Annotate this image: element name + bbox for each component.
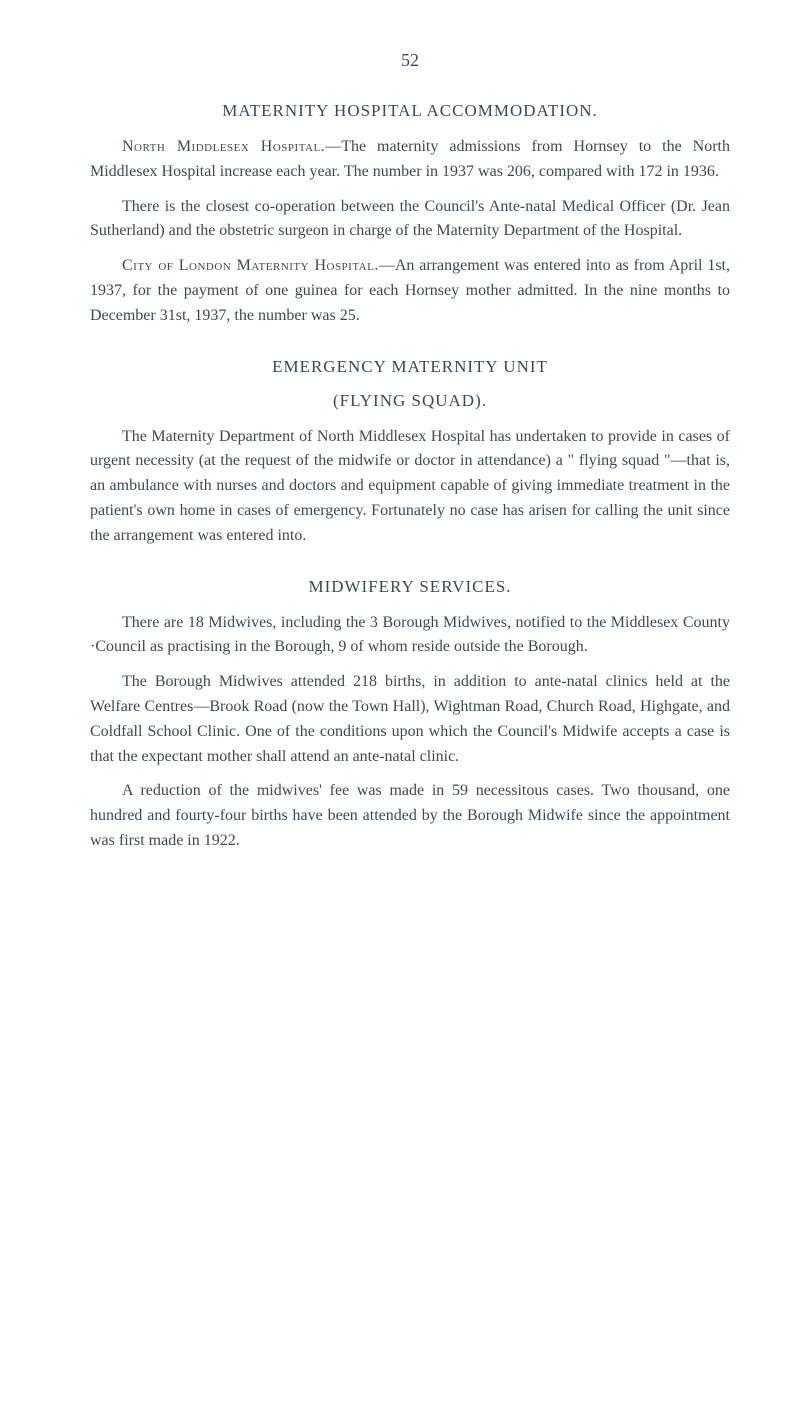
paragraph-text: A reduction of the midwives' fee was mad… bbox=[90, 782, 730, 849]
paragraph: North Middlesex Hospital.—The maternity … bbox=[90, 135, 730, 185]
section-heading: EMERGENCY MATERNITY UNIT bbox=[90, 357, 730, 377]
paragraph: The Borough Midwives attended 218 births… bbox=[90, 670, 730, 769]
page-number: 52 bbox=[90, 50, 730, 71]
paragraph-lead: North Middlesex Hospital. bbox=[122, 138, 325, 155]
paragraph: The Maternity Department of North Middle… bbox=[90, 425, 730, 549]
paragraph: A reduction of the midwives' fee was mad… bbox=[90, 779, 730, 853]
document-page: 52 MATERNITY HOSPITAL ACCOMMODATION. Nor… bbox=[0, 0, 800, 924]
paragraph: There is the closest co-operation betwee… bbox=[90, 195, 730, 245]
paragraph-text: The Maternity Department of North Middle… bbox=[90, 428, 730, 544]
paragraph-text: The Borough Midwives attended 218 births… bbox=[90, 673, 730, 764]
section-subheading: (FLYING SQUAD). bbox=[90, 391, 730, 411]
paragraph-text: There is the closest co-operation betwee… bbox=[90, 198, 730, 240]
section-heading: MATERNITY HOSPITAL ACCOMMODATION. bbox=[90, 101, 730, 121]
paragraph: City of London Maternity Hospital.—An ar… bbox=[90, 254, 730, 328]
paragraph-text: There are 18 Midwives, including the 3 B… bbox=[90, 614, 730, 656]
paragraph-lead: City of London Maternity Hospital. bbox=[122, 257, 379, 274]
paragraph: There are 18 Midwives, including the 3 B… bbox=[90, 611, 730, 661]
section-heading: MIDWIFERY SERVICES. bbox=[90, 577, 730, 597]
